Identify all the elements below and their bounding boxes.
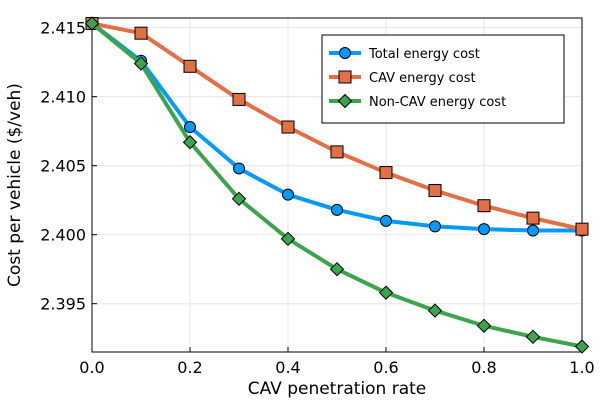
legend-swatch-marker — [338, 70, 352, 84]
x-tick-label: 0.2 — [177, 358, 202, 377]
data-point — [329, 261, 345, 277]
data-point — [477, 199, 491, 213]
series-non-cav-energy-cost — [84, 16, 590, 354]
data-point — [429, 220, 441, 233]
data-point — [478, 223, 490, 236]
legend-label: CAV energy cost — [369, 71, 476, 86]
x-tick-label: 0.8 — [471, 358, 496, 377]
data-point — [379, 166, 393, 180]
data-point — [525, 329, 541, 345]
legend: Total energy cost CAV energy cost Non-CAV … — [321, 34, 565, 124]
data-point — [183, 59, 197, 73]
y-tick-label: 2.410 — [40, 88, 86, 107]
data-point — [476, 318, 492, 333]
x-tick-label: 1.0 — [569, 358, 594, 377]
data-point — [84, 16, 100, 31]
data-point — [281, 120, 295, 134]
data-point — [232, 92, 246, 106]
data-point — [134, 26, 148, 40]
data-point — [182, 135, 198, 150]
data-point — [380, 214, 392, 227]
x-tick-label: 0.4 — [275, 358, 300, 377]
legend-swatch-marker — [339, 47, 351, 59]
data-point — [427, 303, 443, 318]
legend-label: Total energy cost — [368, 47, 480, 62]
data-point — [233, 162, 245, 175]
y-tick-label: 2.405 — [40, 157, 86, 176]
x-tick-label: 0.0 — [79, 358, 104, 377]
legend-label: Non-CAV energy cost — [369, 95, 506, 110]
data-point — [575, 222, 589, 236]
y-tick-label: 2.395 — [40, 295, 86, 314]
data-point — [280, 231, 296, 247]
data-point — [527, 224, 539, 237]
series-layer — [84, 16, 590, 354]
y-tick-label: 2.415 — [40, 19, 86, 38]
data-point — [526, 211, 540, 225]
y-tick-label: 2.400 — [40, 226, 86, 245]
legend-swatch-marker — [337, 93, 353, 109]
plot-frame — [91, 17, 583, 353]
data-point — [133, 56, 149, 71]
data-point — [330, 145, 344, 159]
data-point — [184, 121, 196, 134]
legend-box — [321, 34, 565, 124]
data-point — [282, 188, 294, 201]
data-point — [574, 339, 590, 354]
y-axis-title: Cost per vehicle ($/veh) — [5, 83, 25, 287]
data-point — [331, 203, 343, 216]
data-point — [231, 191, 247, 207]
x-tick-label: 0.6 — [373, 358, 398, 377]
axis-ticks: 0.0 0.2 0.4 0.6 0.8 1.0 2.395 2.400 2.405 2.410 2.… — [40, 19, 595, 377]
x-axis-title: CAV penetration rate — [248, 379, 427, 399]
data-point — [428, 184, 442, 198]
data-point — [378, 285, 394, 300]
